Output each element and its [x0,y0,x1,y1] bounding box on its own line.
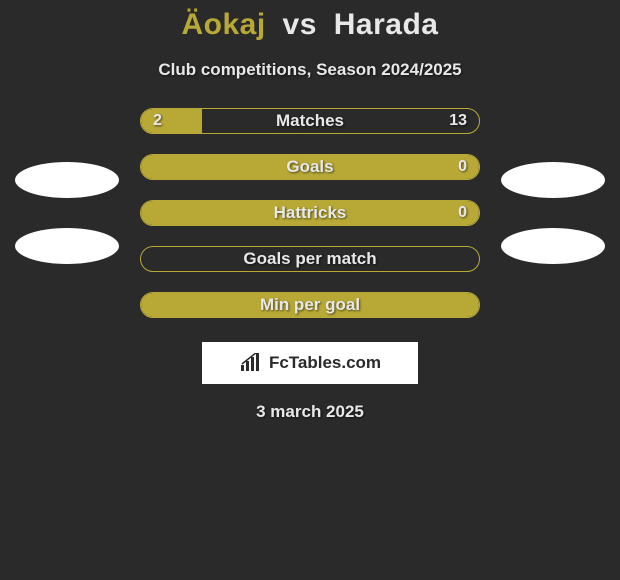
stat-bar: Min per goal [140,292,480,318]
logo-text: FcTables.com [269,353,381,373]
comparison-row: Matches213Goals0Hattricks0Goals per matc… [0,108,620,318]
subtitle: Club competitions, Season 2024/2025 [0,60,620,80]
player1-club-avatar [15,228,119,264]
vs-label: vs [283,8,317,41]
player2-name: Harada [334,8,439,41]
bar-chart-icon [239,353,263,373]
comparison-card: Äokaj vs Harada Club competitions, Seaso… [0,0,620,422]
bar-label: Goals [141,155,479,179]
avatar-col-left [12,162,122,264]
site-logo: FcTables.com [202,342,418,384]
bar-value-right: 0 [458,155,467,179]
bar-label: Goals per match [141,247,479,271]
player2-avatar [501,162,605,198]
bar-value-right: 13 [449,109,467,133]
stat-bar: Hattricks0 [140,200,480,226]
stat-bar: Goals per match [140,246,480,272]
bar-value-right: 0 [458,201,467,225]
avatar-col-right [498,162,608,264]
bar-value-left: 2 [153,109,162,133]
title: Äokaj vs Harada [0,8,620,42]
bars-column: Matches213Goals0Hattricks0Goals per matc… [140,108,480,318]
bar-label: Matches [141,109,479,133]
date: 3 march 2025 [0,402,620,422]
bar-label: Hattricks [141,201,479,225]
player1-avatar [15,162,119,198]
bar-label: Min per goal [141,293,479,317]
player2-club-avatar [501,228,605,264]
stat-bar: Goals0 [140,154,480,180]
player1-name: Äokaj [182,8,266,41]
stat-bar: Matches2 13 [140,108,480,134]
